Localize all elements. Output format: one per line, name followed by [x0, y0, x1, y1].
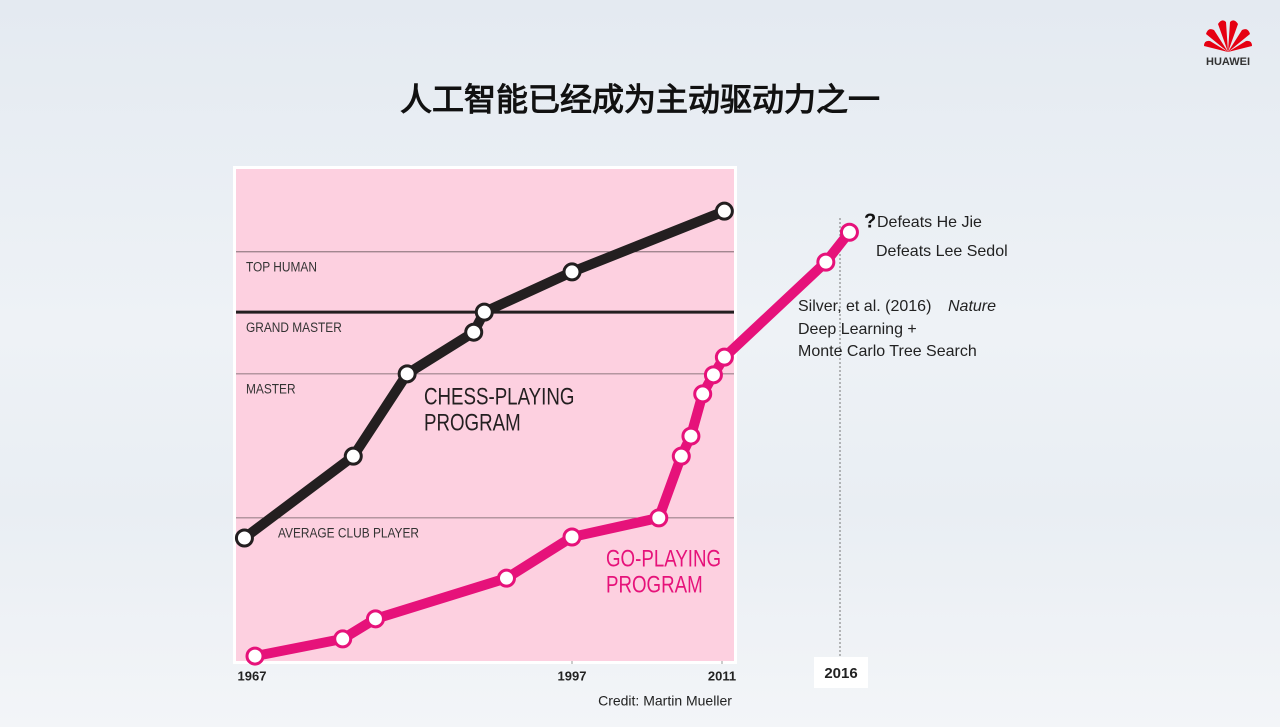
y-tick-label: TOP HUMAN: [246, 259, 317, 275]
data-point: [343, 446, 363, 466]
year-box: [814, 657, 868, 688]
annotation: Defeats Lee Sedol: [876, 243, 1008, 260]
annotation: Defeats He Jie: [877, 214, 982, 231]
credit: Credit: Martin Mueller: [598, 693, 732, 709]
annotation: Deep Learning +: [798, 321, 917, 338]
data-point: [333, 629, 353, 649]
logo: HUAWEI: [1204, 20, 1252, 68]
data-point: [714, 201, 734, 221]
x-tick-label: 1997: [558, 668, 587, 683]
annotation: Monte Carlo Tree Search: [798, 343, 977, 360]
x-tick-label: 2016: [824, 665, 857, 682]
data-point: [839, 222, 859, 242]
y-tick-label: AVERAGE CLUB PLAYER: [278, 525, 419, 541]
slide-title: 人工智能已经成为主动驱动力之一: [400, 81, 880, 117]
annotation: Silver, et al. (2016): [798, 298, 931, 315]
data-point: [671, 446, 691, 466]
data-point: [245, 646, 265, 666]
series-label: GO-PLAYING PROGRAM: [606, 545, 721, 598]
x-tick-label: 2011: [708, 668, 736, 683]
x-tick-label: 1967: [238, 668, 267, 683]
data-point: [474, 302, 494, 322]
series-label: CHESS-PLAYING PROGRAM: [424, 383, 574, 436]
annotation: ?: [864, 210, 876, 232]
data-point: [681, 426, 701, 446]
data-point: [365, 609, 385, 629]
data-point: [703, 365, 723, 385]
data-point: [397, 364, 417, 384]
data-point: [816, 252, 836, 272]
logo-text: HUAWEI: [1206, 56, 1250, 68]
plot-area: [236, 169, 734, 661]
data-point: [562, 527, 582, 547]
annotation: Nature: [948, 298, 996, 315]
y-tick-label: GRAND MASTER: [246, 319, 342, 335]
data-point: [496, 568, 516, 588]
data-point: [464, 322, 484, 342]
logo-mark: [1204, 20, 1252, 52]
data-point: [649, 508, 669, 528]
data-point: [693, 384, 713, 404]
y-tick-label: MASTER: [246, 381, 296, 397]
data-point: [234, 528, 254, 548]
data-point: [714, 347, 734, 367]
data-point: [562, 262, 582, 282]
